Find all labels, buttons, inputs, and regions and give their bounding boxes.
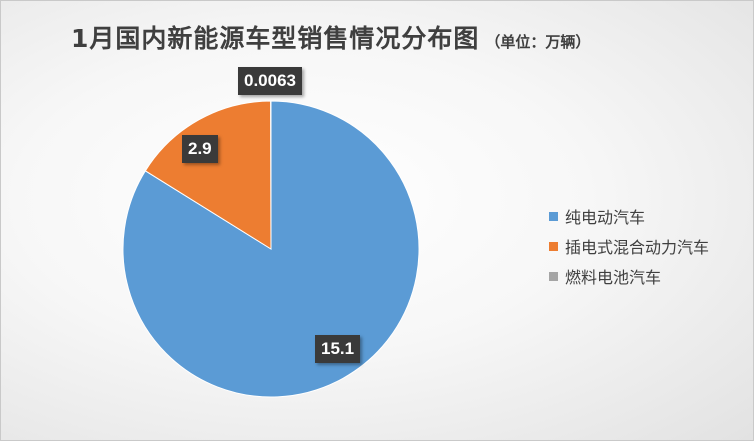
legend-item-bev[interactable]: 纯电动汽车	[549, 201, 709, 231]
chart-unit-note: （单位：万辆）	[485, 33, 591, 51]
legend-label-phev: 插电式混合动力汽车	[565, 238, 710, 257]
chart-title: 1月国内新能源车型销售情况分布图	[71, 24, 480, 53]
legend-item-fcev[interactable]: 燃料电池汽车	[549, 261, 709, 291]
chart-title-block: 1月国内新能源车型销售情况分布图 （单位：万辆）	[71, 19, 590, 55]
legend-label-bev: 纯电动汽车	[565, 208, 646, 227]
legend-item-phev[interactable]: 插电式混合动力汽车	[549, 231, 709, 261]
pie-slice-phev[interactable]	[144, 100, 272, 250]
legend-swatch-phev	[549, 241, 558, 251]
legend: 纯电动汽车 插电式混合动力汽车 燃料电池汽车	[549, 201, 709, 291]
legend-swatch-fcev	[549, 271, 558, 281]
legend-label-fcev: 燃料电池汽车	[565, 268, 662, 287]
legend-swatch-bev	[549, 211, 558, 221]
data-label-fcev: 0.0063	[238, 67, 302, 95]
data-label-phev: 2.9	[182, 135, 218, 163]
data-label-bev: 15.1	[315, 335, 361, 363]
